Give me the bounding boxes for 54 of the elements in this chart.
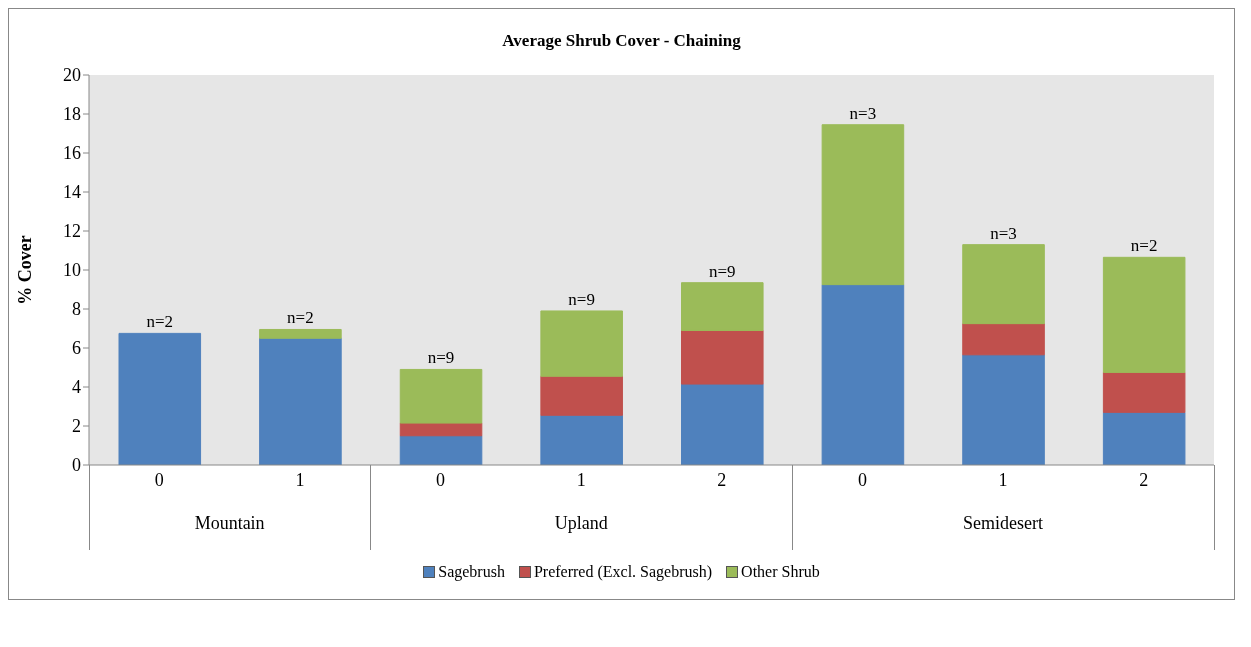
bar <box>540 414 623 465</box>
x-tick-label: 2 <box>717 469 727 490</box>
text: Upland <box>553 513 609 534</box>
y-tick-label: 18 <box>63 104 81 125</box>
bar <box>1102 411 1186 465</box>
bar <box>540 310 623 377</box>
bar <box>540 375 623 416</box>
bar <box>681 282 764 331</box>
annotation: n=9 <box>708 261 736 281</box>
x-tick-label: 1 <box>998 469 1008 490</box>
annotation: n=2 <box>1130 236 1158 256</box>
y-tick-label: 8 <box>72 299 81 320</box>
x-tick-label: 1 <box>576 469 586 490</box>
y-tick-label: 0 <box>72 455 81 476</box>
legend-label: Sagebrush <box>437 563 505 581</box>
y-tick-label: 16 <box>63 143 81 164</box>
x-tick-label: 0 <box>436 469 446 490</box>
y-tick-label: 10 <box>63 260 81 281</box>
bar <box>1102 371 1186 413</box>
y-axis-title: % Cover <box>15 235 36 305</box>
x-tick-label: 0 <box>857 469 867 490</box>
y-tick-label: 20 <box>63 65 81 86</box>
x-tick-label: 1 <box>295 469 305 490</box>
bar <box>821 284 905 465</box>
bar <box>259 337 342 465</box>
bar <box>681 383 764 465</box>
y-tick-label: 4 <box>72 377 81 398</box>
bar <box>962 354 1045 465</box>
bar <box>399 368 483 424</box>
y-tick-label: 12 <box>63 221 81 242</box>
annotation: n=2 <box>287 308 314 328</box>
y-tick-label: 6 <box>72 338 81 359</box>
y-tick-label: 14 <box>63 182 81 203</box>
bar <box>962 244 1045 325</box>
x-tick-label: 0 <box>154 469 164 490</box>
legend-label: Other Shrub <box>740 563 820 581</box>
x-tick-label: 2 <box>1139 469 1149 490</box>
bar <box>681 329 764 385</box>
y-tick-label: 2 <box>72 416 81 437</box>
text: Mountain <box>193 513 266 534</box>
annotation: n=3 <box>849 103 877 123</box>
bar <box>962 323 1045 356</box>
annotation: n=9 <box>427 348 455 368</box>
annotation: n=2 <box>146 312 174 332</box>
chart-title: Average Shrub Cover - Chaining <box>501 30 742 52</box>
bar <box>118 332 202 465</box>
annotation: n=9 <box>568 289 595 309</box>
bar <box>821 124 905 286</box>
legend-label: Preferred (Excl. Sagebrush) <box>532 563 713 581</box>
bar <box>399 435 483 465</box>
annotation: n=3 <box>990 223 1017 243</box>
bar <box>1102 256 1186 373</box>
bar <box>259 328 342 339</box>
text: Semidesert <box>962 513 1045 534</box>
